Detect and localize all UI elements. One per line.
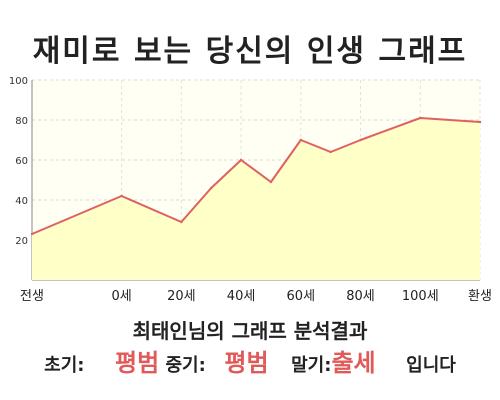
early-label: 초기: — [44, 355, 85, 376]
late-label: 말기: — [291, 355, 332, 376]
mid-label: 중기: — [165, 355, 206, 376]
x-tick-label: 60세 — [287, 289, 316, 304]
page-title: 재미로 보는 당신의 인생 그래프 — [32, 34, 468, 69]
data-point — [120, 194, 123, 198]
y-tick-label: 20 — [15, 236, 28, 247]
y-axis-ticks: 20 40 60 80 100 — [9, 76, 28, 247]
x-tick-label: 전생 — [20, 289, 44, 304]
late-result: 출세 — [331, 349, 376, 377]
data-point — [419, 116, 422, 120]
data-point — [299, 138, 302, 142]
analysis-result-line: 초기: 평범 중기: 평범 말기:출세 입니다 — [0, 348, 500, 381]
y-tick-label: 60 — [15, 156, 28, 167]
mid-result: 평범 — [224, 349, 269, 377]
plot-area — [30, 116, 482, 280]
area-fill — [32, 118, 480, 280]
y-tick-label: 40 — [15, 196, 28, 207]
x-tick-label: 환생 — [468, 289, 492, 304]
x-tick-label: 20세 — [167, 289, 196, 304]
data-point — [269, 180, 273, 184]
data-point — [239, 158, 243, 162]
data-point — [329, 150, 332, 154]
x-axis-ticks: 전생 0세 20세 40세 60세 80세 100세 환생 — [20, 289, 492, 304]
data-point — [478, 120, 482, 124]
y-tick-label: 100 — [9, 76, 28, 87]
data-point — [210, 186, 213, 190]
x-tick-label: 40세 — [227, 289, 256, 304]
early-result: 평범 — [115, 349, 160, 377]
data-point — [30, 232, 34, 236]
x-tick-label: 80세 — [346, 289, 375, 304]
analysis-headline: 최태인님의 그래프 분석결과 — [132, 319, 368, 343]
data-point — [359, 138, 362, 142]
x-tick-label: 0세 — [111, 289, 131, 304]
ending-text: 입니다 — [406, 355, 456, 376]
y-tick-label: 80 — [15, 116, 28, 127]
x-tick-label: 100세 — [402, 289, 439, 304]
data-point — [180, 220, 183, 224]
